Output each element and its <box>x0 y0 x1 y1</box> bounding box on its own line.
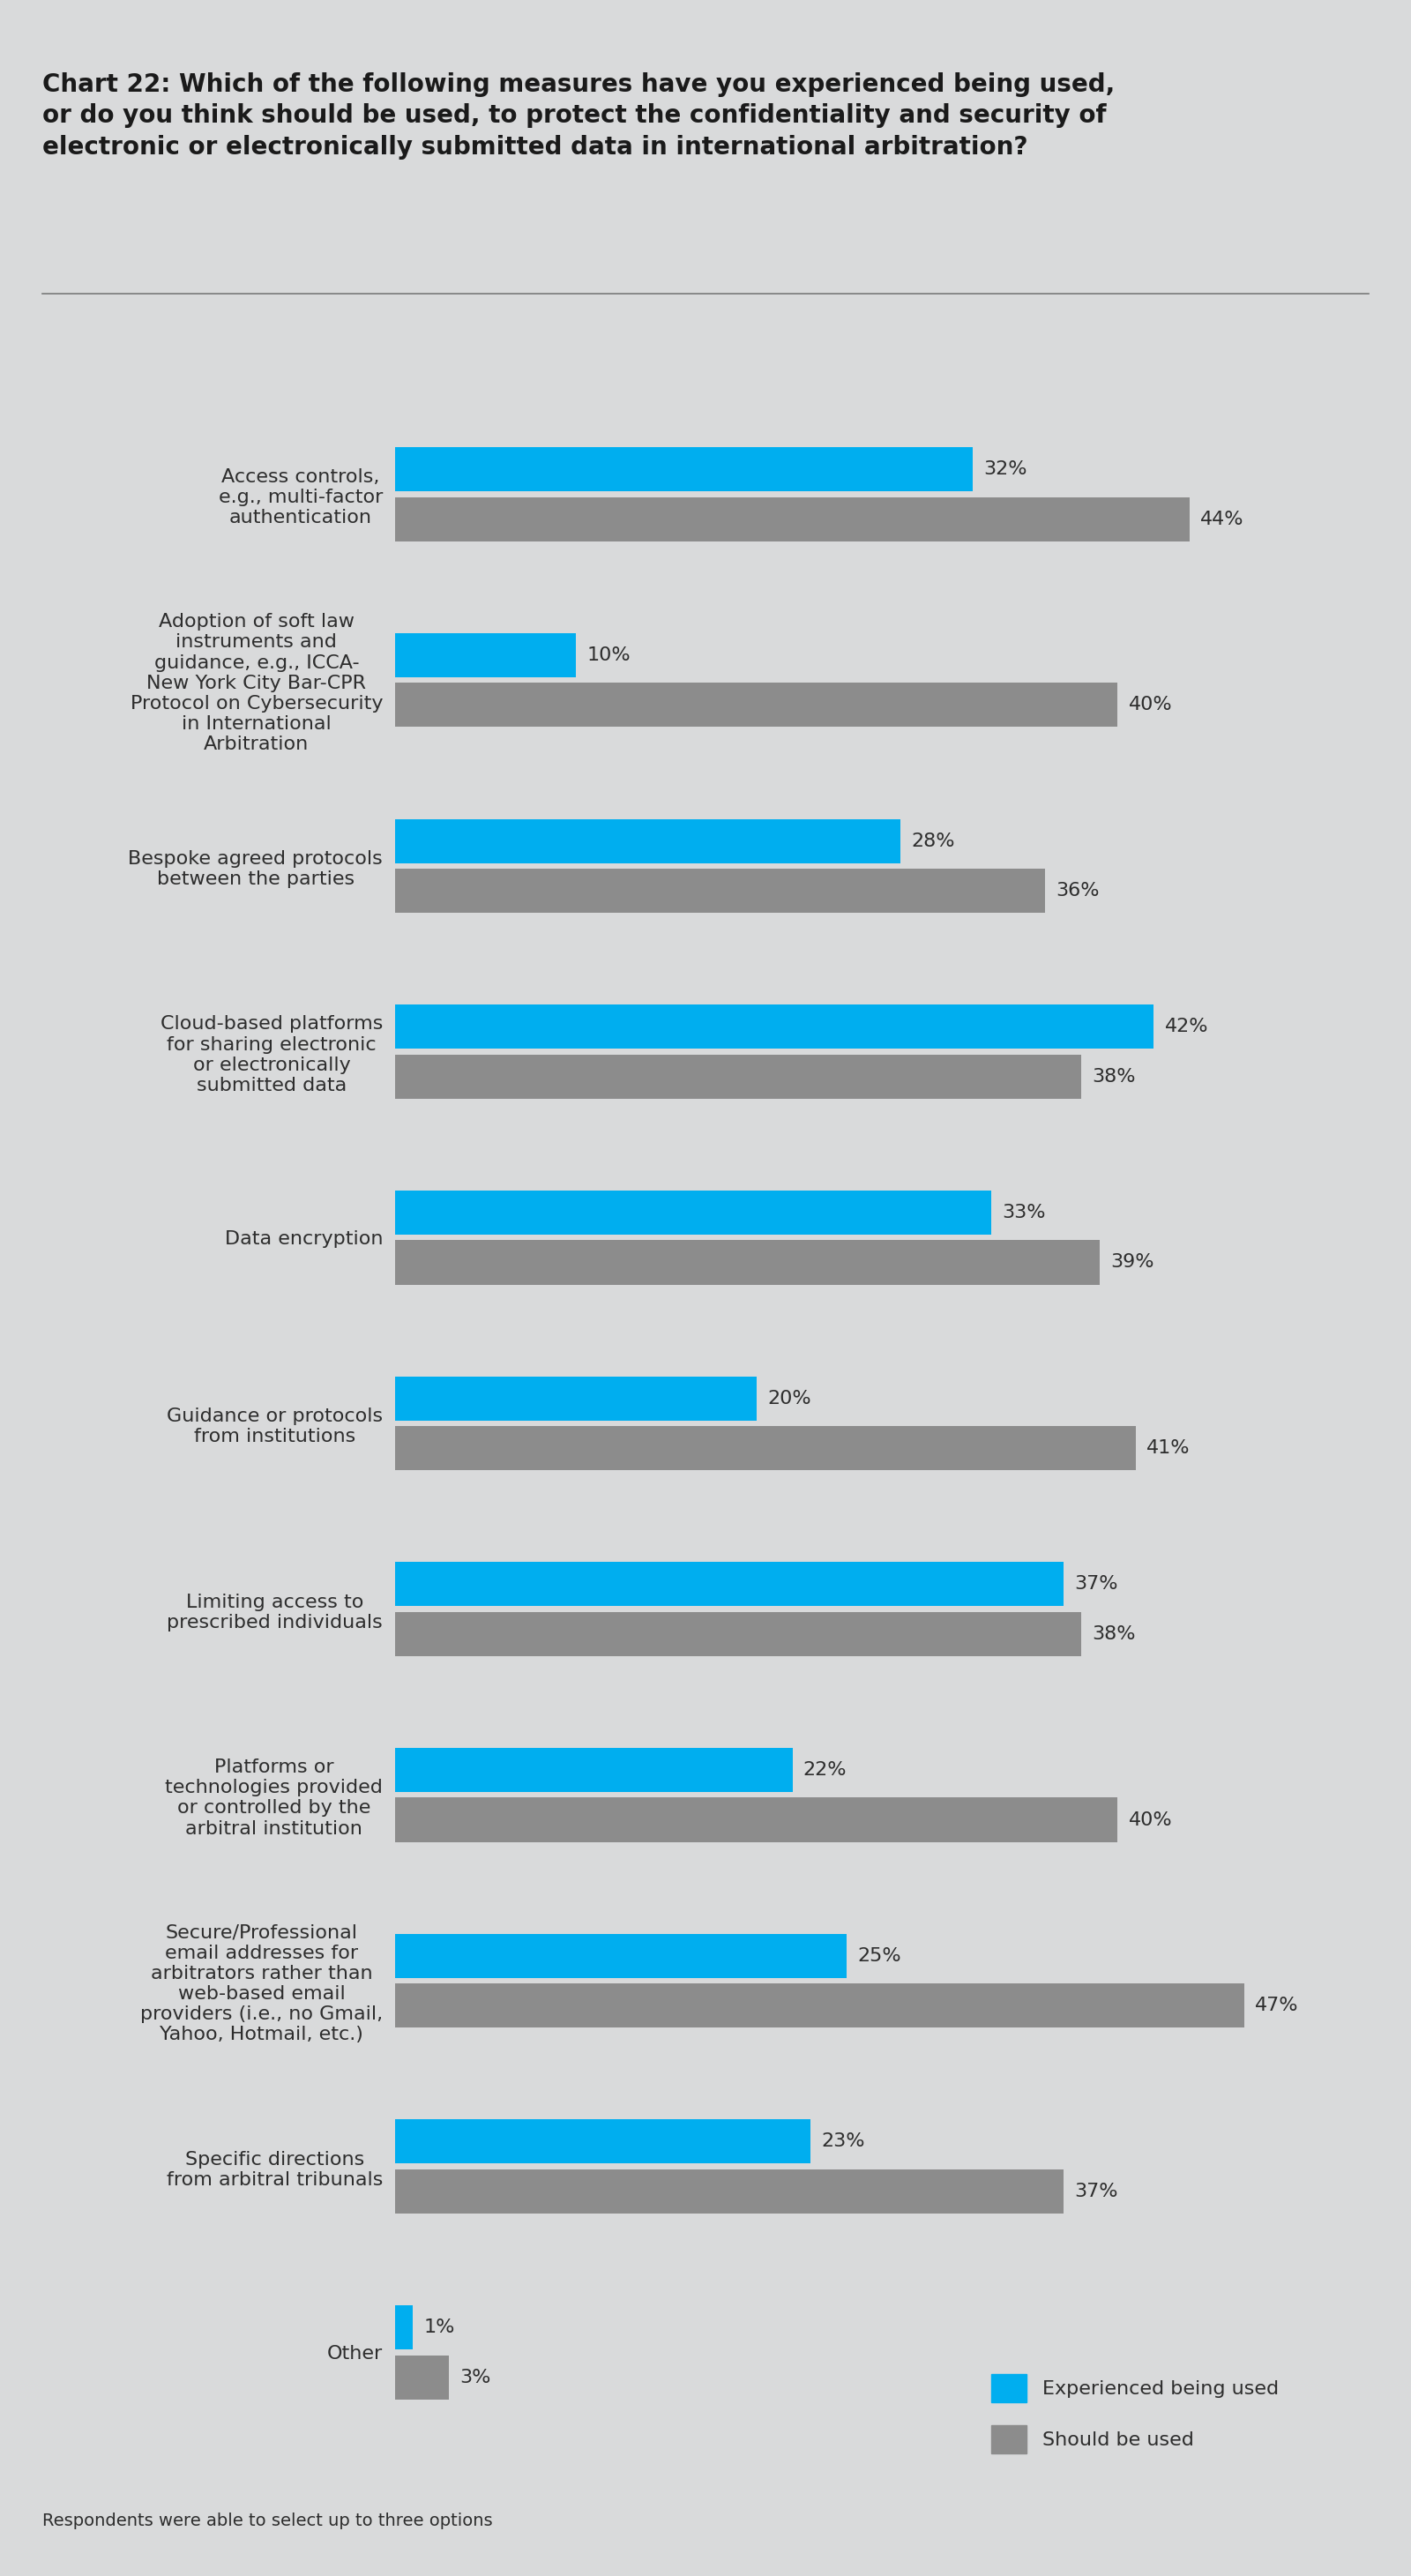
Text: 23%: 23% <box>821 2133 865 2151</box>
Text: Chart 22: Which of the following measures have you experienced being used,
or do: Chart 22: Which of the following measure… <box>42 72 1115 160</box>
Text: 47%: 47% <box>1254 1996 1298 2014</box>
Bar <box>395 1613 1081 1656</box>
Bar <box>395 1054 1081 1100</box>
Bar <box>395 2120 810 2164</box>
Text: 25%: 25% <box>858 1947 902 1965</box>
Bar <box>395 2354 449 2398</box>
Bar <box>395 819 900 863</box>
Text: 40%: 40% <box>1129 1811 1173 1829</box>
Text: 38%: 38% <box>1092 1069 1136 1084</box>
Text: 28%: 28% <box>912 832 955 850</box>
Bar <box>395 448 974 492</box>
Bar <box>395 2169 1064 2213</box>
Bar <box>395 1561 1064 1605</box>
Bar <box>395 1376 756 1419</box>
Text: 41%: 41% <box>1146 1440 1189 1458</box>
Text: 42%: 42% <box>1164 1018 1208 1036</box>
Text: 38%: 38% <box>1092 1625 1136 1643</box>
Bar <box>395 497 1189 541</box>
Bar <box>395 1798 1118 1842</box>
Bar <box>395 634 576 677</box>
Bar <box>395 1427 1136 1471</box>
Text: 39%: 39% <box>1110 1255 1154 1270</box>
Bar <box>395 2306 413 2349</box>
Text: Respondents were able to select up to three options: Respondents were able to select up to th… <box>42 2512 492 2530</box>
Bar <box>395 868 1046 912</box>
Text: 20%: 20% <box>768 1388 811 1406</box>
Bar <box>395 1935 847 1978</box>
Bar <box>395 1984 1245 2027</box>
Text: 40%: 40% <box>1129 696 1173 714</box>
Bar <box>395 1747 793 1793</box>
Bar <box>395 1190 991 1234</box>
Legend: Experienced being used, Should be used: Experienced being used, Should be used <box>981 2365 1288 2463</box>
Text: 32%: 32% <box>983 461 1027 479</box>
Text: 33%: 33% <box>1002 1203 1046 1221</box>
Text: 3%: 3% <box>460 2367 491 2385</box>
Text: 10%: 10% <box>587 647 631 665</box>
Bar <box>395 1242 1099 1285</box>
Text: 44%: 44% <box>1201 510 1245 528</box>
Text: 22%: 22% <box>803 1762 847 1777</box>
Text: 37%: 37% <box>1074 1577 1118 1592</box>
Text: 36%: 36% <box>1055 881 1099 899</box>
Bar <box>395 683 1118 726</box>
Text: 1%: 1% <box>423 2318 456 2336</box>
Bar <box>395 1005 1154 1048</box>
Text: 37%: 37% <box>1074 2182 1118 2200</box>
